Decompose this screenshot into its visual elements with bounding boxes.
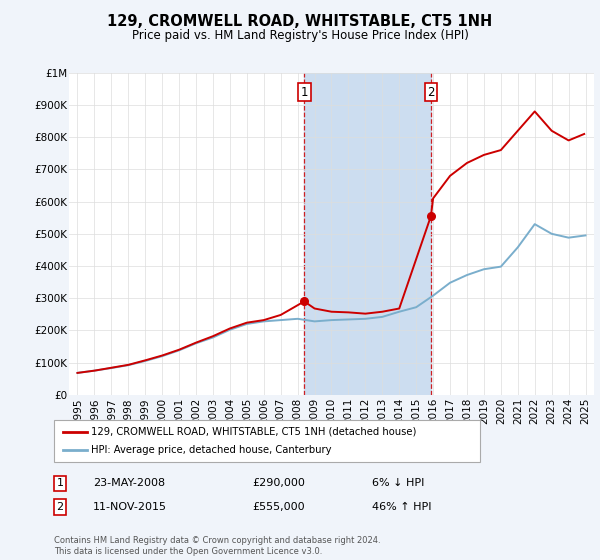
Text: 129, CROMWELL ROAD, WHITSTABLE, CT5 1NH: 129, CROMWELL ROAD, WHITSTABLE, CT5 1NH — [107, 14, 493, 29]
Text: HPI: Average price, detached house, Canterbury: HPI: Average price, detached house, Cant… — [91, 445, 332, 455]
Text: £555,000: £555,000 — [252, 502, 305, 512]
Text: Contains HM Land Registry data © Crown copyright and database right 2024.
This d: Contains HM Land Registry data © Crown c… — [54, 536, 380, 556]
Text: £290,000: £290,000 — [252, 478, 305, 488]
Text: 46% ↑ HPI: 46% ↑ HPI — [372, 502, 431, 512]
Text: 129, CROMWELL ROAD, WHITSTABLE, CT5 1NH (detached house): 129, CROMWELL ROAD, WHITSTABLE, CT5 1NH … — [91, 427, 416, 437]
Text: 6% ↓ HPI: 6% ↓ HPI — [372, 478, 424, 488]
Text: 2: 2 — [56, 502, 64, 512]
Text: 1: 1 — [301, 86, 308, 99]
Text: Price paid vs. HM Land Registry's House Price Index (HPI): Price paid vs. HM Land Registry's House … — [131, 29, 469, 42]
Text: 1: 1 — [56, 478, 64, 488]
Text: 23-MAY-2008: 23-MAY-2008 — [93, 478, 165, 488]
Bar — [304, 73, 431, 395]
Text: 2: 2 — [427, 86, 434, 99]
Text: 11-NOV-2015: 11-NOV-2015 — [93, 502, 167, 512]
